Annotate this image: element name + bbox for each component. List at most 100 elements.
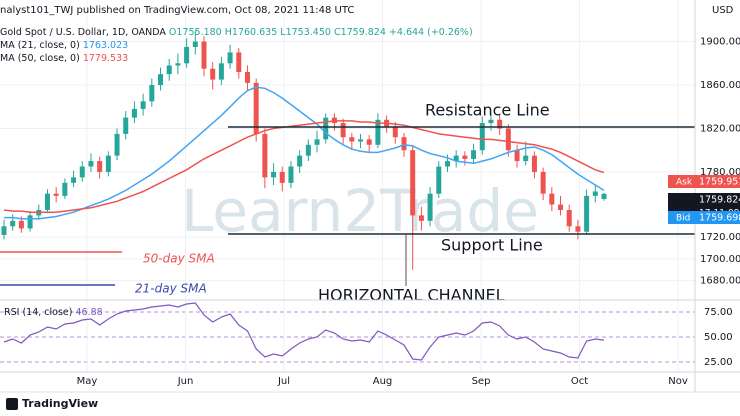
candle-body — [549, 193, 555, 205]
change: +4.644 (+0.26%) — [389, 27, 473, 38]
rsi-legend: RSI (14, close) 46.88 — [4, 307, 103, 318]
candle-body — [288, 166, 294, 183]
y-tick-label: 1860.000 — [700, 80, 740, 91]
candle-body — [192, 41, 198, 47]
logo-icon — [6, 398, 18, 410]
candle-body — [227, 52, 233, 64]
price-tag-value: 1759.698 — [699, 213, 740, 224]
candle-body — [53, 193, 59, 196]
candle-body — [279, 171, 285, 183]
candle-body — [131, 108, 137, 118]
legend-sma21: MA (21, close, 0) 1763.023 — [0, 40, 128, 51]
rsi-tick-label: 75.00 — [704, 307, 733, 318]
candle-body — [392, 126, 398, 138]
close: C1759.824 — [334, 27, 386, 38]
candle-body — [479, 123, 485, 151]
sma-name: MA (21, close, 0) — [0, 40, 80, 51]
x-tick-label: Jul — [277, 376, 290, 387]
x-tick-label: Jun — [177, 376, 194, 387]
candle-body — [531, 155, 537, 172]
candle-body — [140, 101, 146, 109]
rsi-name: RSI (14, close) — [4, 307, 72, 318]
rsi-line — [3, 302, 605, 361]
legend-sma50: MA (50, close, 0) 1779.533 — [0, 53, 128, 64]
candle-body — [427, 193, 433, 221]
sma21-label: 21-day SMA — [135, 282, 207, 296]
candle-body — [340, 123, 346, 138]
low: L1753.450 — [280, 27, 331, 38]
high: H1760.635 — [225, 27, 277, 38]
rsi-value: 46.88 — [76, 307, 103, 318]
logo[interactable]: TradingView — [22, 397, 98, 410]
x-tick-label: Sep — [472, 376, 491, 387]
support-label: Support Line — [441, 236, 543, 255]
candle-body — [253, 82, 259, 134]
x-tick-label: Nov — [668, 376, 688, 387]
candle-body — [575, 226, 581, 232]
candle-body — [323, 117, 329, 140]
candle-body — [27, 215, 33, 229]
legend-symbol: Gold Spot / U.S. Dollar, 1D, OANDA O1755… — [0, 27, 473, 38]
header: nalyst101_TWJ published on TradingView.c… — [0, 5, 354, 16]
candle-body — [166, 65, 172, 75]
sma-name: MA (50, close, 0) — [0, 53, 80, 64]
price-tag-value: 1759.824 — [699, 195, 740, 206]
y-tick-label: 1700.000 — [700, 254, 740, 265]
candle-body — [18, 220, 24, 229]
channel-label: HORIZONTAL CHANNEL — [318, 286, 505, 305]
sma-value: 1779.533 — [83, 53, 128, 64]
candle-body — [271, 171, 277, 178]
candle-body — [436, 166, 442, 194]
candle-body — [505, 128, 511, 151]
resistance-label: Resistance Line — [425, 101, 550, 120]
candle-body — [88, 161, 94, 167]
candle-body — [305, 144, 311, 156]
candle-body — [349, 137, 355, 142]
candle-body — [401, 137, 407, 151]
candle-body — [444, 161, 450, 167]
candle-body — [79, 166, 85, 178]
candle-body — [201, 41, 207, 69]
x-tick-label: Oct — [571, 376, 588, 387]
candle-body — [488, 119, 494, 124]
candle-body — [540, 171, 546, 194]
price-tag — [668, 211, 740, 224]
candle-body — [375, 119, 381, 145]
y-tick-label: 1820.000 — [700, 123, 740, 134]
y-tick-label: 1900.000 — [700, 37, 740, 48]
candle-body — [218, 63, 224, 80]
candle-body — [158, 74, 164, 86]
x-tick-label: Aug — [373, 376, 393, 387]
y-tick-label: 1680.000 — [700, 276, 740, 287]
candle-body — [114, 133, 120, 156]
price-tag-name: Ask — [676, 178, 693, 188]
candle-body — [149, 85, 155, 102]
open: O1755.180 — [169, 27, 222, 38]
candle-body — [105, 155, 111, 172]
candle-body — [10, 220, 16, 227]
candle-body — [418, 215, 424, 221]
candle-body — [523, 155, 529, 162]
candle-body — [366, 139, 372, 145]
candle-body — [453, 155, 459, 162]
candle-body — [358, 139, 364, 142]
price-tag-name: Bid — [676, 214, 690, 224]
plot — [1, 30, 607, 361]
candle-body — [471, 150, 477, 159]
y-tick-label: 1780.000 — [700, 167, 740, 178]
candle-body — [558, 204, 564, 210]
candle-body — [601, 193, 607, 199]
rsi-tick-label: 25.00 — [704, 357, 733, 368]
price-tag-value: 1759.951 — [699, 177, 740, 188]
candle-body — [584, 195, 590, 232]
candle-body — [97, 161, 103, 172]
candle-body — [297, 155, 303, 167]
candle-body — [184, 46, 190, 64]
candle-body — [62, 182, 68, 196]
candle-body — [210, 68, 216, 80]
candle-body — [175, 63, 181, 66]
price-tag — [668, 175, 740, 188]
sma-line — [3, 120, 605, 213]
